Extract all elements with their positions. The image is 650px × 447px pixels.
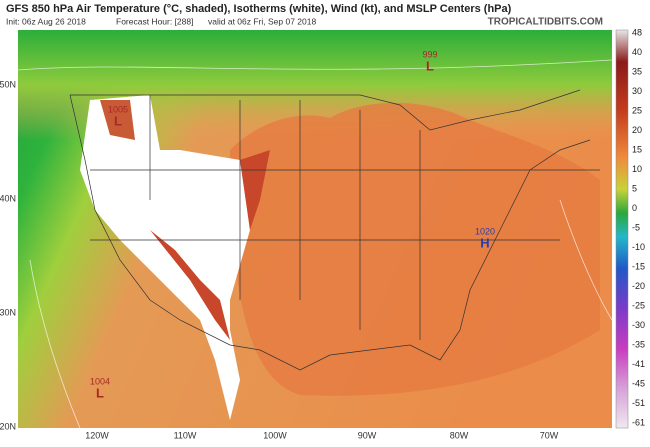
colorbar-label: 10 [632, 164, 642, 174]
missing-data-high-terrain [80, 95, 250, 420]
warm-core [230, 102, 600, 396]
init: Init: 06z Aug 26 2018 [6, 16, 86, 26]
colorbar-label: 5 [632, 183, 637, 193]
pressure-value: 1020 [475, 226, 495, 236]
colorbar-label: 48 [632, 27, 642, 37]
pressure-value: 999 [422, 49, 437, 59]
colorbar-label: -45 [632, 378, 645, 388]
colorbar-label: 35 [632, 66, 642, 76]
pressure-letter: L [426, 58, 434, 73]
lon-label: 100W [263, 430, 287, 440]
hot-valley [150, 230, 230, 340]
lon-label: 120W [85, 430, 109, 440]
pressure-value: 1005 [108, 104, 128, 114]
lon-label: 110W [174, 430, 197, 440]
lat-labels: 50N 40N 30N 20N [0, 79, 16, 431]
colorbar-label: -61 [632, 417, 645, 427]
pressure-letter: L [114, 113, 122, 128]
colorbar-label: 40 [632, 47, 642, 57]
lon-label: 80W [450, 430, 469, 440]
colorbar-label: 15 [632, 144, 642, 154]
colorbar-label: -41 [632, 359, 645, 369]
isotherms [17, 59, 613, 429]
lon-labels: 120W 110W 100W 90W 80W 70W [85, 430, 559, 440]
lat-label: 20N [0, 421, 16, 431]
colorbar-label: -51 [632, 398, 645, 408]
pressure-value: 1004 [90, 376, 110, 386]
lat-label: 40N [0, 193, 16, 203]
colorbar-label: -15 [632, 261, 645, 271]
colorbar-label: -5 [632, 222, 640, 232]
colorbar-label: -20 [632, 281, 645, 291]
map-area [17, 30, 613, 429]
colorbar-label: -10 [632, 242, 645, 252]
colorbar-label: -35 [632, 339, 645, 349]
pressure-letter: H [480, 235, 489, 250]
colorbar-label: -25 [632, 300, 645, 310]
lon-label: 90W [358, 430, 377, 440]
title: GFS 850 hPa Air Temperature (°C, shaded)… [6, 3, 512, 15]
forecast-hour: Forecast Hour: [288] [116, 16, 193, 26]
hot-northwest [100, 100, 135, 140]
colorbar-label: 0 [632, 203, 637, 213]
colorbar-label: 25 [632, 105, 642, 115]
colorbar-label: -30 [632, 320, 645, 330]
lon-label: 70W [540, 430, 559, 440]
colorbar-label: 20 [632, 125, 642, 135]
borders [69, 89, 600, 371]
pressure-letter: L [96, 385, 104, 400]
watermark: TROPICALTIDBITS.COM [488, 17, 603, 28]
lat-label: 50N [0, 79, 16, 89]
lat-label: 30N [0, 307, 16, 317]
valid-time: valid at 06z Fri, Sep 07 2018 [208, 16, 316, 26]
colorbar-label: 30 [632, 86, 642, 96]
colorbar-labels: 48 40 35 30 25 20 15 10 5 0 -5 -10 -15 -20 -25 -30 -35 -4… [632, 27, 645, 427]
colorbar [615, 29, 629, 429]
